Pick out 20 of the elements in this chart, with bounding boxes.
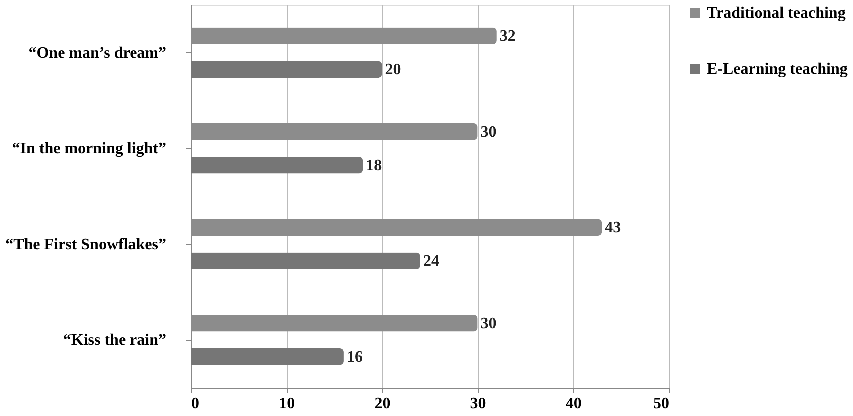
data-label: 30 (480, 124, 497, 141)
data-label: 20 (385, 62, 402, 79)
data-label: 24 (423, 253, 440, 270)
x-tick-label: 10 (279, 396, 296, 412)
data-label: 30 (480, 315, 497, 332)
x-tick-label: 40 (566, 396, 582, 412)
y-tick-label: “One man’s dream” (28, 44, 166, 62)
data-label: 16 (346, 348, 363, 366)
y-tick-label: “The First Snowflakes” (6, 236, 166, 254)
data-label: 32 (500, 28, 516, 46)
legend-label: E-Learning teaching (707, 61, 848, 78)
legend-label: Traditional teaching (707, 5, 846, 22)
x-tick-label: 20 (374, 396, 391, 412)
data-label: 43 (605, 220, 622, 237)
y-tick-label: “Kiss the rain” (63, 332, 166, 350)
data-label: 18 (366, 157, 382, 174)
x-tick-label: 0 (192, 396, 200, 412)
x-tick-label: 50 (654, 396, 670, 412)
y-tick-label: “In the morning light” (12, 140, 166, 158)
x-tick-label: 30 (470, 396, 486, 412)
